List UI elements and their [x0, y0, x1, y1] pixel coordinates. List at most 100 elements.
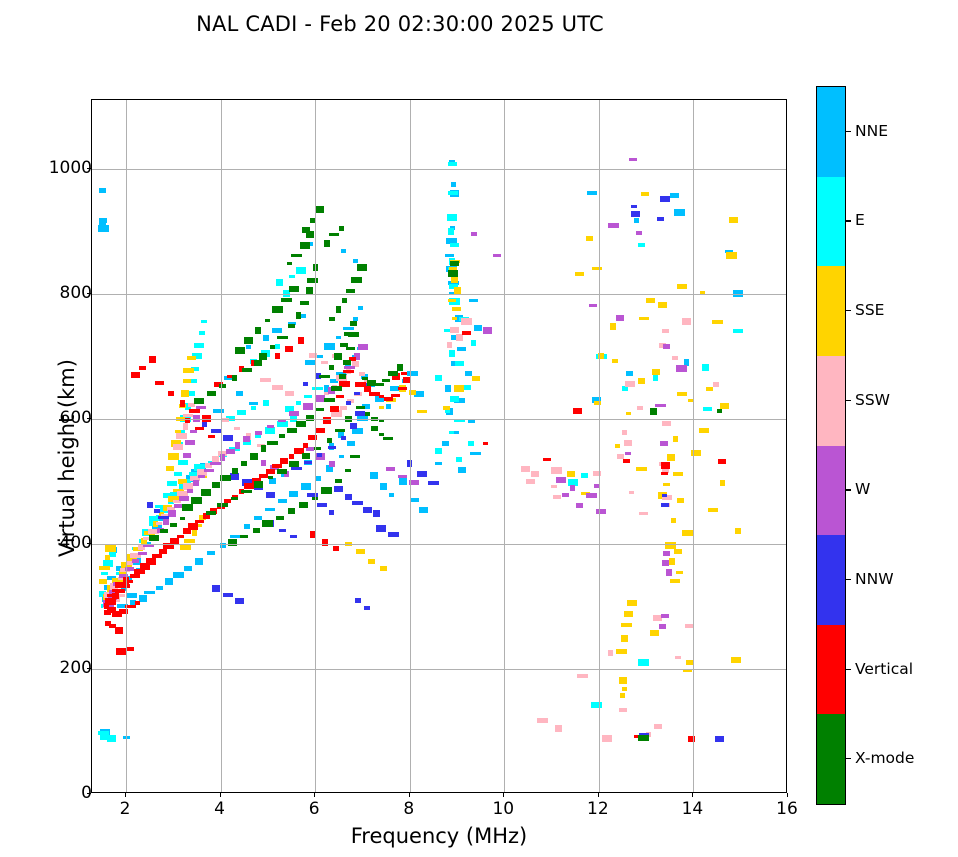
data-point: [275, 515, 284, 520]
colorbar-segment-ssw[interactable]: [817, 355, 845, 446]
data-point: [380, 566, 388, 572]
data-point: [231, 468, 238, 475]
data-point: [115, 566, 122, 572]
data-point: [244, 337, 254, 345]
data-point: [284, 391, 294, 397]
data-point: [457, 467, 466, 474]
data-point: [104, 555, 110, 561]
data-point: [135, 601, 141, 606]
data-point: [670, 579, 681, 584]
data-point: [471, 375, 480, 381]
colorbar-segment-x-mode[interactable]: [817, 714, 845, 804]
data-point: [355, 548, 365, 554]
colorbar-segment-e[interactable]: [817, 176, 845, 267]
data-point: [286, 262, 292, 266]
data-point: [189, 475, 200, 481]
data-point: [445, 237, 457, 244]
data-point: [449, 159, 456, 163]
colorbar-segment-nnw[interactable]: [817, 535, 845, 625]
data-point: [359, 371, 366, 376]
data-point: [607, 222, 619, 228]
data-point: [143, 543, 155, 547]
data-point: [148, 355, 156, 363]
data-point: [145, 557, 156, 565]
data-point: [167, 495, 179, 502]
x-tick-label: 4: [214, 799, 226, 819]
data-point: [701, 364, 709, 372]
data-point: [448, 298, 457, 302]
data-point: [380, 482, 388, 490]
data-point: [660, 472, 668, 476]
data-point: [654, 403, 666, 407]
data-point: [661, 329, 669, 334]
data-point: [304, 395, 313, 399]
data-point: [457, 346, 467, 351]
data-point: [153, 509, 160, 514]
data-point: [661, 493, 667, 497]
data-point: [189, 429, 197, 433]
data-point: [444, 385, 451, 393]
data-point: [176, 433, 188, 440]
data-point: [103, 560, 114, 568]
data-point: [192, 529, 198, 536]
data-point: [576, 502, 584, 508]
data-point: [364, 380, 371, 386]
data-point: [206, 510, 217, 515]
data-point: [295, 420, 306, 427]
y-tick-label: 1000: [48, 157, 92, 178]
data-point: [106, 593, 112, 597]
data-point: [367, 379, 377, 386]
data-point: [454, 361, 464, 367]
data-point: [144, 591, 156, 595]
data-point: [409, 480, 420, 486]
data-point: [187, 379, 198, 384]
data-point: [211, 482, 220, 489]
azimuth-colorbar[interactable]: [816, 86, 846, 805]
data-point: [625, 412, 631, 416]
data-point: [345, 468, 352, 472]
gridline-horizontal: [92, 168, 786, 170]
data-point: [450, 395, 460, 402]
x-tick-label: 10: [492, 799, 515, 819]
data-point: [211, 585, 220, 593]
x-tick-mark: [125, 793, 127, 797]
colorbar-tick-mark: [846, 489, 851, 491]
data-point: [114, 626, 123, 634]
data-point: [629, 491, 635, 495]
data-point: [338, 430, 345, 438]
colorbar-tick-mark: [846, 130, 851, 133]
data-point: [334, 428, 345, 432]
plot-area[interactable]: [91, 99, 787, 793]
data-point: [249, 452, 258, 460]
data-point: [304, 461, 313, 465]
data-point: [217, 503, 229, 508]
data-point: [591, 702, 602, 709]
colorbar-segment-w[interactable]: [817, 445, 845, 536]
colorbar-segment-sse[interactable]: [817, 266, 845, 356]
y-tick-label: 800: [59, 282, 92, 303]
data-point: [288, 324, 296, 329]
data-point: [703, 407, 713, 412]
data-point: [184, 479, 191, 484]
data-point: [276, 420, 288, 427]
gridline-vertical: [693, 100, 695, 792]
data-point: [243, 523, 250, 529]
data-point: [616, 314, 625, 321]
data-point: [450, 243, 460, 248]
data-point: [99, 735, 109, 741]
data-point: [650, 629, 660, 636]
data-point: [115, 589, 126, 594]
data-point: [262, 520, 274, 528]
data-point: [450, 181, 456, 187]
data-point: [673, 209, 685, 217]
gridline-vertical: [126, 100, 128, 792]
colorbar-segment-vertical[interactable]: [817, 624, 845, 715]
data-point: [303, 402, 314, 410]
x-tick-label: 12: [587, 799, 609, 819]
colorbar-segment-nne[interactable]: [817, 87, 845, 177]
data-point: [258, 474, 268, 479]
data-point: [195, 557, 204, 565]
data-point: [328, 460, 335, 467]
data-point: [461, 330, 471, 335]
data-point: [279, 434, 286, 439]
